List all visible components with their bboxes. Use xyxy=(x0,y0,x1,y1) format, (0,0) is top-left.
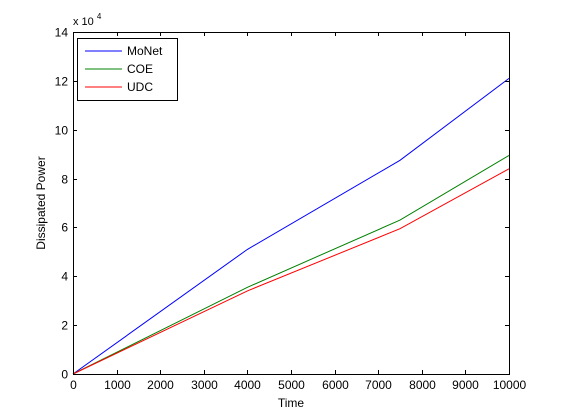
y-tick-label: 6 xyxy=(61,221,68,235)
y-axis-multiplier: x 10 4 xyxy=(73,12,102,28)
y-multiplier-base: x 10 xyxy=(73,16,94,28)
x-tick-label: 4000 xyxy=(234,378,261,392)
x-tick-label: 1000 xyxy=(104,378,131,392)
series-line-monet xyxy=(72,78,510,375)
series-line-coe xyxy=(72,154,510,375)
y-axis-label: Dissipated Power xyxy=(34,156,48,249)
ticks-layer: 0 1000 2000 3000 4000 5000 6000 7000 8000 9000 100… xyxy=(55,26,527,393)
series-line-udc xyxy=(72,168,510,375)
y-tick-label: 12 xyxy=(55,75,69,89)
y-tick-label: 8 xyxy=(61,173,68,187)
series-layer xyxy=(72,78,510,375)
x-tick-label: 6000 xyxy=(322,378,349,392)
legend-label-monet: MoNet xyxy=(127,44,163,58)
x-axis-label: Time xyxy=(278,396,305,410)
x-tick-label: 8000 xyxy=(409,378,436,392)
legend-label-coe: COE xyxy=(127,62,153,76)
legend-label-udc: UDC xyxy=(127,80,153,94)
y-tick-label: 14 xyxy=(55,26,69,40)
x-tick-label: 7000 xyxy=(365,378,392,392)
legend: MoNet COE UDC xyxy=(77,38,178,101)
x-tick-label: 2000 xyxy=(147,378,174,392)
y-tick-label: 10 xyxy=(55,124,69,138)
x-tick-label: 9000 xyxy=(452,378,479,392)
y-tick-label: 4 xyxy=(61,270,68,284)
y-tick-label: 2 xyxy=(61,319,68,333)
x-tick-label: 5000 xyxy=(278,378,305,392)
y-multiplier-exponent: 4 xyxy=(97,12,102,21)
x-tick-label: 3000 xyxy=(191,378,218,392)
y-tick-label: 0 xyxy=(61,368,68,382)
x-tick-label: 10000 xyxy=(493,378,527,392)
x-tick-label: 0 xyxy=(70,378,77,392)
